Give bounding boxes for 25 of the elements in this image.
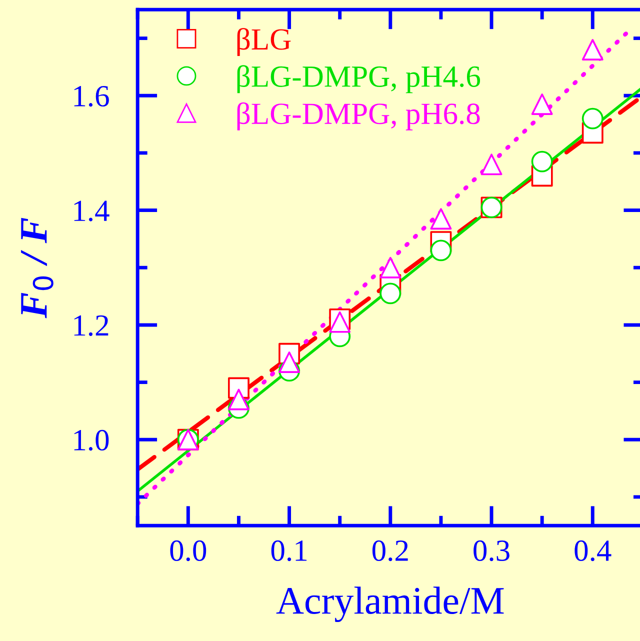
point	[582, 108, 604, 130]
point	[380, 256, 402, 278]
x-tick-label: 0.3	[474, 540, 510, 562]
x-tick-label: 0.2	[372, 540, 408, 562]
legend-label: βLG-DMPG, pH6.8	[237, 102, 480, 130]
y-tick-label: 1.0	[74, 430, 109, 451]
point	[480, 154, 502, 176]
y-tick-label: 1.4	[74, 200, 110, 222]
point	[531, 150, 553, 172]
y-axis-title: F$_{0}$ / F	[21, 218, 54, 318]
x-tick-label: 0.4	[574, 540, 612, 562]
point	[531, 93, 553, 115]
point	[582, 39, 604, 60]
y-tick-label: 1.6	[74, 86, 109, 107]
x-tick-label: 0.1	[271, 540, 307, 562]
y-tick-label: 1.2	[74, 315, 108, 336]
point	[430, 208, 452, 230]
legend-label: βLG-DMPG, pH4.6	[237, 65, 480, 94]
x-axis-title: Acrylamide/M	[276, 586, 504, 622]
point	[228, 388, 250, 410]
point	[278, 351, 300, 373]
point	[380, 282, 402, 304]
legend-label: βLG	[237, 28, 291, 56]
point	[430, 240, 452, 262]
x-tick-label: 0.0	[170, 540, 206, 562]
